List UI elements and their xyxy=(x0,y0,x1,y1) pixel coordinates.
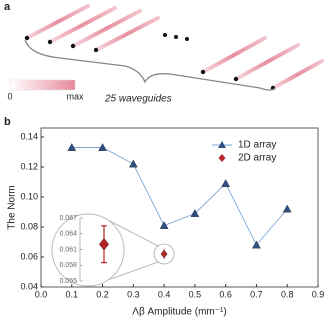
plot-frame xyxy=(40,127,319,288)
caption: 25 waveguides xyxy=(104,94,172,105)
x-axis-label: Λβ Amplitude (mm⁻¹) xyxy=(132,307,226,318)
legend-label: 2D array xyxy=(238,153,276,164)
triangle-marker xyxy=(221,179,231,187)
zoom-circle xyxy=(153,243,175,265)
y-tick-label: 0.12 xyxy=(20,161,38,171)
colorbar-max: max xyxy=(66,91,84,101)
panel-a: a 0 max 25 waveguides xyxy=(4,1,324,105)
legend-marker xyxy=(218,154,226,162)
y-tick-label: 0.08 xyxy=(20,221,38,231)
triangle-marker xyxy=(190,209,200,217)
x-tick-label: 0.6 xyxy=(219,289,232,299)
inset-tick-label: 0.061 xyxy=(59,246,77,253)
x-tick-label: 0.1 xyxy=(66,289,79,299)
x-tick-label: 0.8 xyxy=(281,289,294,299)
y-tick-label: 0.06 xyxy=(20,251,38,261)
brace xyxy=(24,39,276,91)
inset-tick-label: 0.067 xyxy=(59,215,77,222)
triangle-marker xyxy=(67,143,77,151)
waveguide-ends xyxy=(24,33,276,91)
diamond-marker xyxy=(98,237,110,251)
zoom-connector xyxy=(107,219,159,247)
legend-label: 1D array xyxy=(238,140,276,151)
zoom-connector xyxy=(107,261,159,281)
colorbar-min: 0 xyxy=(7,91,12,101)
panel-label: b xyxy=(4,116,11,128)
x-tick-label: 0.4 xyxy=(158,289,171,299)
y-tick-label: 0.04 xyxy=(20,281,38,291)
waveguides xyxy=(25,4,324,90)
panel-label: a xyxy=(4,1,11,13)
x-tick-label: 0.2 xyxy=(96,289,109,299)
x-tick-label: 0.5 xyxy=(189,289,202,299)
colorbar xyxy=(9,79,76,91)
x-tick-label: 0.7 xyxy=(250,289,263,299)
legend-marker xyxy=(218,141,226,148)
triangle-marker xyxy=(159,221,169,229)
inset-tick-label: 0.064 xyxy=(59,231,77,238)
y-tick-label: 0.14 xyxy=(20,131,38,141)
triangle-marker xyxy=(128,159,138,168)
diamond-marker xyxy=(160,249,168,259)
x-tick-label: 0.0 xyxy=(35,289,48,299)
inset-tick-label: 0.058 xyxy=(59,262,77,269)
series-line xyxy=(71,147,288,246)
triangle-marker xyxy=(282,204,292,213)
inset-circle xyxy=(51,213,125,287)
triangle-marker xyxy=(98,143,107,151)
y-tick-label: 0.10 xyxy=(20,191,38,201)
x-tick-label: 0.3 xyxy=(127,289,140,299)
inset-tick-label: 0.055 xyxy=(59,278,77,285)
x-tick-label: 0.9 xyxy=(312,289,325,299)
triangle-marker xyxy=(252,240,261,249)
y-axis-label: The Norm xyxy=(7,185,18,229)
